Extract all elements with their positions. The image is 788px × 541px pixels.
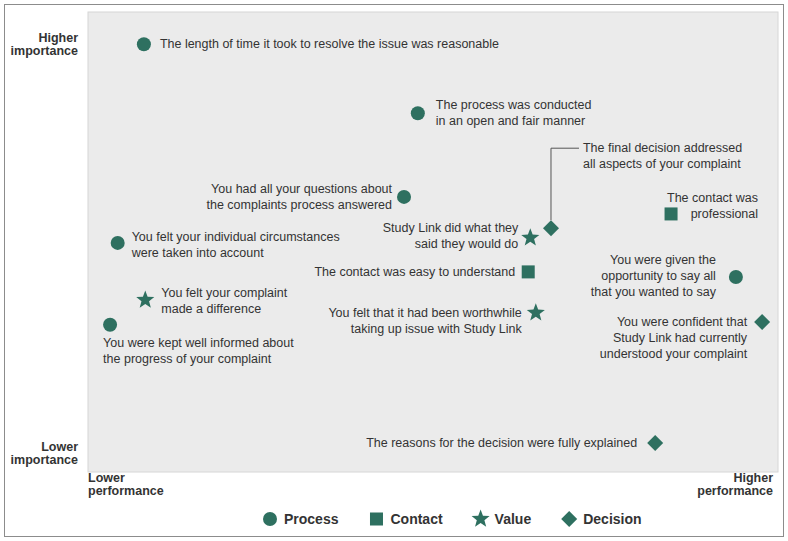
point-label: taking up issue with Study Link [351, 322, 523, 336]
point-label: You had all your questions about [211, 182, 392, 196]
point-label: understood your complaint [600, 347, 748, 361]
leader-line [551, 148, 579, 220]
legend-label: Value [495, 511, 532, 527]
point-circle [397, 190, 411, 204]
point-label: The final decision addressed [583, 141, 742, 155]
point-label: professional [691, 207, 758, 221]
figure-border [5, 5, 784, 537]
y-label-low: Lowerimportance [11, 440, 79, 467]
x-label-high: Higherperformance [697, 471, 773, 498]
point-diamond [543, 220, 559, 236]
legend: Process Contact Value Decision [263, 510, 642, 528]
point-label: said they would do [415, 237, 519, 251]
chart: Higherimportance Lowerimportance Lowerperf… [0, 0, 788, 541]
y-label-high: Higherimportance [11, 31, 79, 58]
x-label-low: Lowerperformance [88, 471, 164, 498]
point-label: opportunity to say all [601, 269, 716, 283]
point-circle [103, 318, 117, 332]
point-label: The contact was easy to understand [314, 265, 515, 279]
point-label: The length of time it took to resolve th… [160, 37, 499, 51]
point-label: You felt your individual circumstances [132, 230, 340, 244]
point-circle [729, 270, 743, 284]
point-label: that you wanted to say [591, 285, 717, 299]
point-label: Study Link had currently [613, 331, 748, 345]
legend-label: Contact [390, 511, 442, 527]
point-label: You felt that it had been worthwhile [328, 306, 521, 320]
point-star [521, 228, 539, 245]
point-label: You were confident that [617, 315, 748, 329]
legend-marker [263, 512, 277, 526]
point-label: all aspects of your complaint [583, 157, 741, 171]
point-label: the complaints process answered [207, 198, 393, 212]
legend-marker [561, 511, 577, 527]
legend-marker [472, 510, 490, 527]
point-label: The reasons for the decision were fully … [366, 436, 637, 450]
point-star [136, 290, 154, 307]
point-label: Study Link did what they [383, 221, 519, 235]
point-label: the progress of your complaint [103, 352, 272, 366]
point-circle [411, 106, 425, 120]
point-square [665, 207, 678, 220]
point-diamond [754, 314, 770, 330]
point-label: were taken into account [131, 246, 265, 260]
point-label: You were kept well informed about [103, 336, 294, 350]
point-circle [111, 236, 125, 250]
point-square [522, 265, 535, 278]
point-labels: The length of time it took to resolve th… [103, 37, 758, 450]
point-label: You felt your complaint [161, 286, 288, 300]
point-label: made a difference [161, 302, 261, 316]
legend-label: Decision [583, 511, 641, 527]
point-label: The process was conducted [436, 98, 592, 112]
point-label: You were given the [610, 253, 716, 267]
plot-area [88, 12, 778, 472]
point-circle [137, 37, 151, 51]
point-star [527, 303, 545, 320]
point-label: The contact was [667, 191, 758, 205]
point-label: in an open and fair manner [436, 114, 585, 128]
marks [103, 37, 770, 451]
point-diamond [647, 435, 663, 451]
legend-label: Process [284, 511, 339, 527]
legend-marker [370, 513, 383, 526]
